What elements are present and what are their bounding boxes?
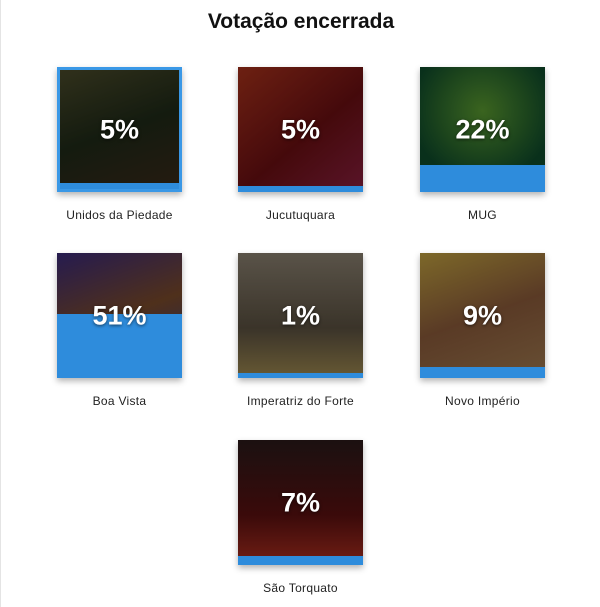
candidate-name: Novo Império (445, 394, 520, 408)
vote-percent: 9% (462, 300, 503, 330)
vote-bar (238, 185, 363, 192)
candidate-image[interactable]: 5% (57, 67, 182, 192)
candidate-card[interactable]: 51% Boa Vista (57, 253, 182, 408)
vote-bar (420, 164, 545, 192)
image-overlay (420, 253, 545, 378)
candidate-artwork (60, 70, 179, 189)
candidate-name: São Torquato (263, 581, 338, 595)
candidate-card[interactable]: 5% Unidos da Piedade (57, 67, 182, 222)
vote-percent: 1% (280, 300, 321, 330)
vote-percent: 22% (455, 114, 510, 144)
candidate-artwork (420, 253, 545, 378)
candidate-artwork (238, 253, 363, 378)
vote-percent: 51% (92, 300, 147, 330)
candidate-artwork (238, 67, 363, 192)
candidate-card[interactable]: 22% MUG (420, 67, 545, 222)
candidate-card[interactable]: 1% Imperatriz do Forte (238, 253, 363, 408)
image-overlay (60, 70, 179, 189)
candidate-artwork (238, 440, 363, 565)
candidate-card[interactable]: 7% São Torquato (238, 440, 363, 595)
vote-bar (238, 556, 363, 565)
vote-percent: 7% (280, 487, 321, 517)
candidate-name: Jucutuquara (265, 208, 336, 222)
candidate-image[interactable]: 5% (238, 67, 363, 192)
candidate-name: Unidos da Piedade (66, 208, 173, 222)
candidate-name: Imperatriz do Forte (246, 394, 355, 408)
candidate-name: MUG (468, 208, 497, 222)
vote-bar (60, 183, 179, 189)
image-overlay (238, 253, 363, 378)
vote-percent: 5% (280, 114, 321, 144)
vote-percent: 5% (99, 114, 140, 144)
candidate-image[interactable]: 9% (420, 253, 545, 378)
candidate-image[interactable]: 51% (57, 253, 182, 378)
page-title: Votação encerrada (207, 10, 395, 33)
candidate-card[interactable]: 9% Novo Império (420, 253, 545, 408)
candidate-card[interactable]: 5% Jucutuquara (238, 67, 363, 222)
vote-bar (57, 314, 182, 378)
image-overlay (238, 440, 363, 565)
candidate-name: Boa Vista (92, 394, 147, 408)
candidate-image[interactable]: 7% (238, 440, 363, 565)
vote-bar (238, 373, 363, 378)
vote-bar (420, 366, 545, 378)
candidate-image[interactable]: 1% (238, 253, 363, 378)
candidate-image[interactable]: 22% (420, 67, 545, 192)
image-overlay (238, 67, 363, 192)
